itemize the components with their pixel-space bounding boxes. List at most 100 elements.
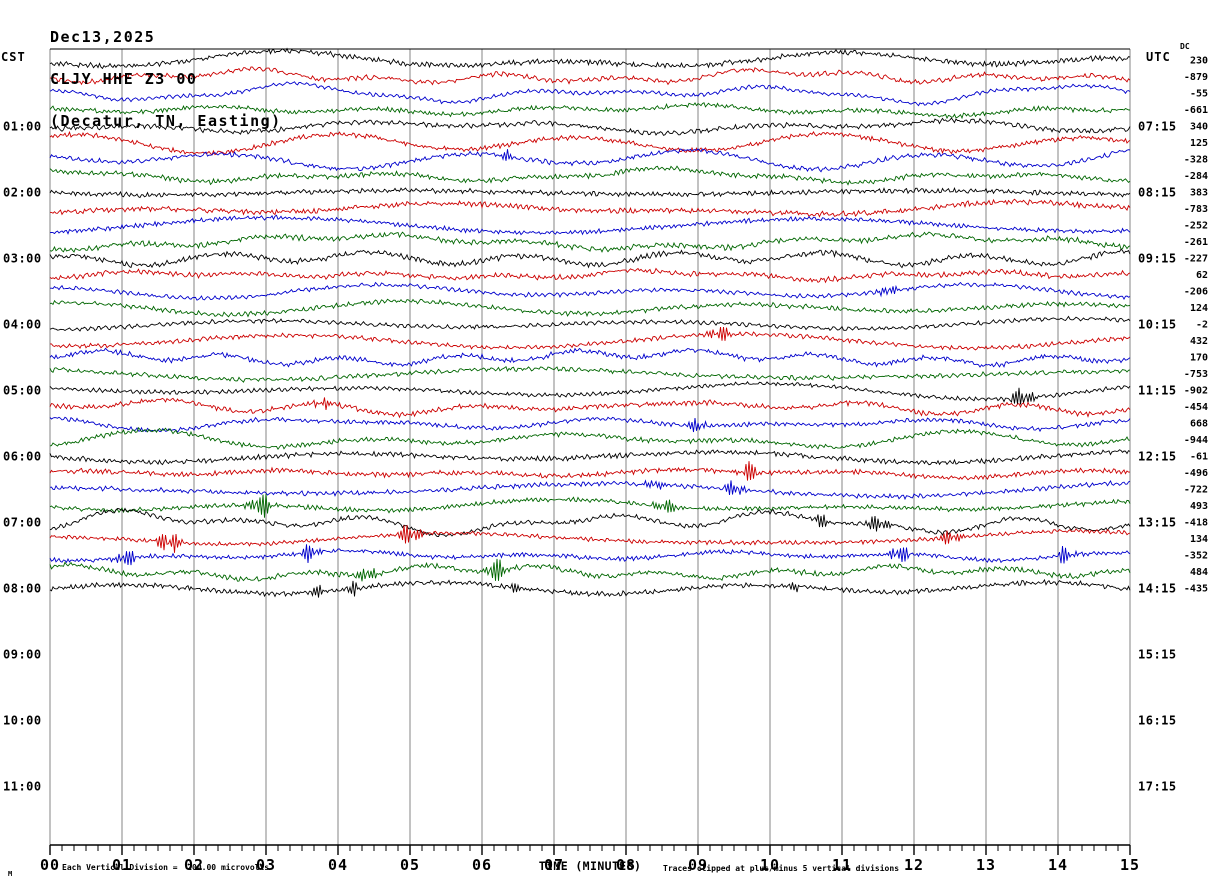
dc-offset-value: -944 [1184,435,1208,446]
dc-offset-value: 170 [1190,353,1208,364]
dc-offset-value: 383 [1190,188,1208,199]
seismogram-trace [49,231,1131,253]
seismogram-trace [49,267,1131,284]
left-time-label: 09:00 [3,648,42,662]
seismogram-trace [50,281,1131,301]
left-time-label: 01:00 [3,120,42,134]
dc-offset-value: -61 [1190,452,1208,463]
seismogram-trace [49,165,1131,186]
left-time-label: 06:00 [3,450,42,464]
seismogram-trace [49,186,1131,199]
dc-offset-value: 493 [1190,501,1208,512]
x-tick-label: 02 [184,856,204,874]
title-station: CLJY HHE Z3 00 [50,70,198,88]
seismogram-trace [49,214,1131,236]
seismogram-trace [49,81,1131,107]
seismogram-trace [49,461,1130,481]
dc-offset-value: -227 [1184,254,1208,265]
seismogram-trace [49,66,1131,86]
dc-offset-value: 125 [1190,138,1208,149]
dc-offset-value: -496 [1184,468,1208,479]
dc-offset-value: -2 [1196,320,1208,331]
seismogram-trace [49,347,1131,368]
x-tick-label: 12 [904,856,924,874]
x-tick-label: 09 [688,856,708,874]
x-tick-label: 14 [1048,856,1068,874]
left-time-label: 02:00 [3,186,42,200]
right-time-label: 11:15 [1138,384,1177,398]
right-time-label: 07:15 [1138,120,1177,134]
seismogram-trace [49,248,1131,269]
dc-offset-value: -328 [1184,155,1208,166]
right-time-label: 17:15 [1138,780,1177,794]
x-axis-title: TIME (MINUTES) [538,859,642,873]
x-tick-label: 03 [256,856,276,874]
seismogram-trace [49,426,1131,451]
watermark-glyph: M [8,870,13,878]
seismogram-trace [49,493,1131,518]
dc-offset-value: 432 [1190,336,1208,347]
seismogram-trace [49,479,1131,501]
right-time-label: 13:15 [1138,516,1177,530]
seismogram-trace [50,326,1131,351]
seismogram-trace [49,315,1131,332]
left-time-label: 10:00 [3,714,42,728]
right-time-label: 14:15 [1138,582,1177,596]
left-time-label: 07:00 [3,516,42,530]
dc-offset-value: -661 [1184,105,1208,116]
seismogram-trace [49,102,1131,120]
title-date: Dec13,2025 [50,28,156,46]
dc-offset-value: -454 [1184,402,1208,413]
x-tick-label: 00 [40,856,60,874]
x-tick-label: 11 [832,856,852,874]
x-tick-label: 06 [472,856,492,874]
right-time-label: 15:15 [1138,648,1177,662]
seismogram-trace [49,365,1131,383]
right-time-label: 12:15 [1138,450,1177,464]
seismogram-trace [49,558,1131,582]
seismogram-trace [49,449,1131,466]
x-tick-label: 08 [616,856,636,874]
x-tick-label: 07 [544,856,564,874]
x-tick-label: 01 [112,856,132,874]
x-tick-label: 10 [760,856,780,874]
dc-offset-value: -252 [1184,221,1208,232]
dc-offset-value: -783 [1184,204,1208,215]
seismogram-trace [49,47,1131,70]
dc-offset-value: -261 [1184,237,1208,248]
dc-offset-value: 340 [1190,122,1208,133]
title-block: Dec13,2025 CLJY HHE Z3 00 (Decatur, TN, … [50,2,282,156]
seismogram-trace [49,544,1131,566]
dc-offset-value: -206 [1184,287,1208,298]
dc-offset-value: 668 [1190,419,1208,430]
dc-offset-value: -352 [1184,551,1208,562]
dc-offset-value: -418 [1184,518,1208,529]
seismogram-trace [49,198,1131,218]
x-tick-label: 15 [1120,856,1140,874]
dc-offset-value: 62 [1196,270,1208,281]
seismogram-trace [49,524,1131,553]
dc-column-title: DC [1180,42,1190,51]
clipping-note: Traces clipped at plus/minus 5 vertical … [663,864,900,873]
dc-offset-value: 134 [1190,534,1208,545]
right-axis-title: UTC [1146,50,1171,64]
right-time-label: 09:15 [1138,252,1177,266]
right-time-label: 08:15 [1138,186,1177,200]
dc-offset-value: -284 [1184,171,1208,182]
seismogram-trace [49,507,1131,538]
x-tick-label: 13 [976,856,996,874]
left-time-label: 11:00 [3,780,42,794]
right-time-label: 16:15 [1138,714,1177,728]
vertical-division-note: Each Vertical Division = 200.00 microvol… [62,863,270,872]
dc-offset-value: -879 [1184,72,1208,83]
right-time-label: 10:15 [1138,318,1177,332]
dc-offset-value: 230 [1190,56,1208,67]
x-tick-label: 05 [400,856,420,874]
seismogram-trace [49,117,1131,136]
title-location: (Decatur, TN, Easting) [50,112,282,130]
dc-offset-value: -722 [1184,485,1208,496]
dc-offset-value: 484 [1190,567,1208,578]
seismogram-trace [49,416,1131,433]
